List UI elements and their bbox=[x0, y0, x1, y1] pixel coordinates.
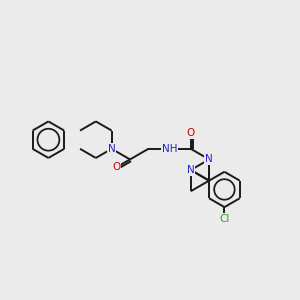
Text: NH: NH bbox=[162, 144, 177, 154]
Text: N: N bbox=[205, 154, 213, 164]
Text: O: O bbox=[112, 162, 120, 172]
Text: N: N bbox=[108, 144, 116, 154]
Text: N: N bbox=[187, 165, 195, 175]
Text: O: O bbox=[187, 128, 195, 138]
Text: Cl: Cl bbox=[219, 214, 230, 224]
